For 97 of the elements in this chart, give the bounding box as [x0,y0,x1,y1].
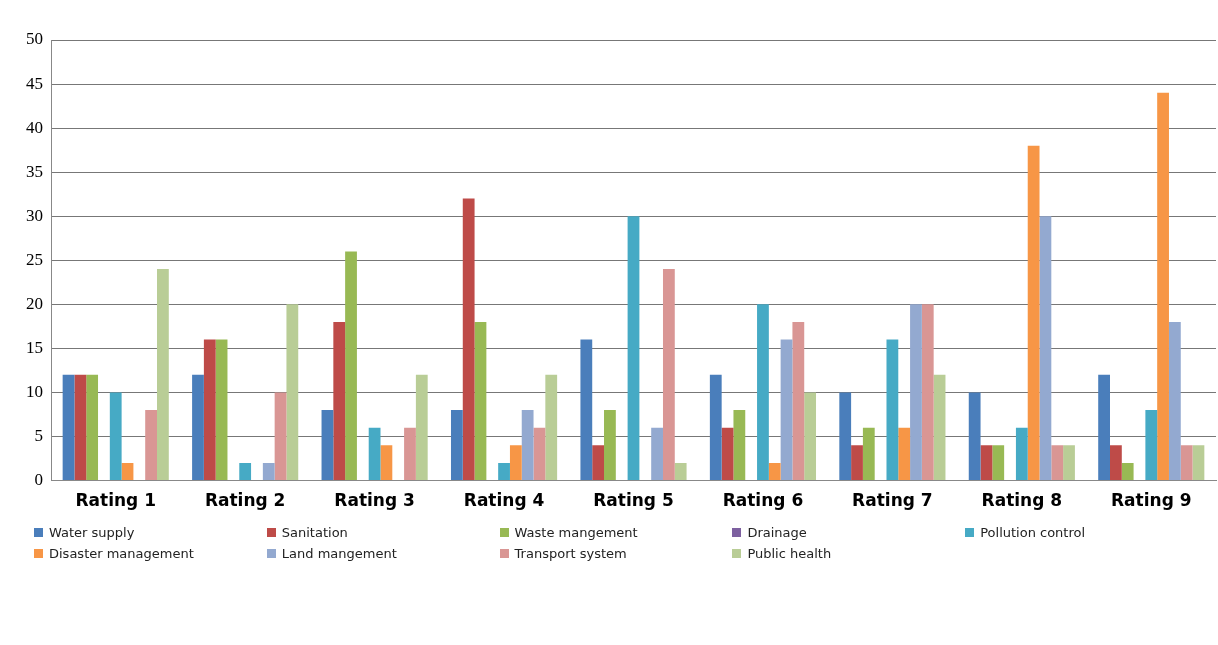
bar [733,410,746,481]
bar [757,304,769,481]
x-tick-label: Rating 5 [593,490,674,511]
y-tick-label: 10 [26,381,43,401]
bar [1168,321,1181,481]
bar [592,445,605,481]
bar [886,339,899,481]
y-tick-label: 30 [26,205,43,225]
bar [768,462,781,481]
bar [62,374,75,481]
bar [792,321,805,481]
legend-label: Pollution control [980,525,1086,540]
x-tick-label: Rating 8 [981,490,1063,511]
bar [910,304,922,481]
bar [1039,216,1052,481]
bar [933,374,946,481]
bar [721,427,734,481]
bar [851,445,863,481]
bar [203,339,216,481]
y-tick-label: 40 [26,117,43,137]
bar [109,392,122,481]
y-tick-label: 25 [26,249,43,269]
bar [509,445,522,481]
legend-label: Water supply [49,525,135,540]
bar [215,339,228,481]
y-tick-label: 15 [26,337,43,357]
y-tick-label: 5 [34,426,43,446]
bar [286,304,299,481]
bar [157,269,169,481]
bar [415,374,428,481]
y-tick-label: 20 [26,293,43,313]
bar [627,216,640,481]
bar [145,410,157,481]
bar [321,410,334,481]
bar [980,445,993,481]
bar [662,269,675,481]
bar [1157,92,1169,481]
legend-label: Sanitation [281,525,348,540]
x-tick-label: Rating 6 [722,490,804,511]
x-tick-label: Rating 1 [75,490,156,511]
bar [968,392,981,481]
bar [121,462,134,481]
bar [898,427,911,481]
bar [462,198,475,481]
bar [804,392,817,481]
y-tick-label: 45 [26,73,43,93]
bar [333,321,346,481]
bar [709,374,722,481]
y-tick-label: 50 [26,29,43,49]
bar [368,427,381,481]
bar [474,321,487,481]
bar [1015,427,1028,481]
legend-label: Drainage [747,525,807,540]
bar [1063,445,1075,481]
x-tick-label: Rating 4 [463,490,545,511]
bar [274,392,287,481]
legend-label: Transport system [514,546,627,561]
bar [404,427,416,481]
bar [1180,445,1193,481]
bar [1121,462,1134,481]
x-tick-label: Rating 2 [204,490,286,511]
legend-label: Land mangement [281,546,397,561]
bar [545,374,558,481]
bar [780,339,793,481]
bar [604,410,616,481]
bar [992,445,1005,481]
x-tick-label: Rating 3 [334,490,415,511]
bar [521,410,534,481]
y-tick-label: 35 [26,161,43,181]
bar [239,462,252,481]
legend-label: Waste mangement [514,525,638,540]
bar [1192,445,1205,481]
bar [498,462,510,481]
bar [74,374,87,481]
bar [450,410,463,481]
bar [86,374,99,481]
bar [651,427,663,481]
bar [533,427,546,481]
bar [1051,445,1064,481]
bar [839,392,852,481]
bar [1027,145,1040,481]
bar [192,374,204,481]
bar [1145,410,1158,481]
bar [1110,445,1122,481]
bar [1098,374,1110,481]
bar [921,304,934,481]
legend-label: Disaster management [49,546,194,561]
x-tick-label: Rating 7 [852,490,933,511]
bar [345,251,357,481]
bar [862,427,875,481]
x-tick-label: Rating 9 [1111,490,1192,511]
y-tick-label: 0 [34,470,43,490]
bar [380,445,393,481]
bar [580,339,593,481]
bar [262,462,275,481]
legend-label: Public health [747,546,832,561]
bar [674,462,687,481]
